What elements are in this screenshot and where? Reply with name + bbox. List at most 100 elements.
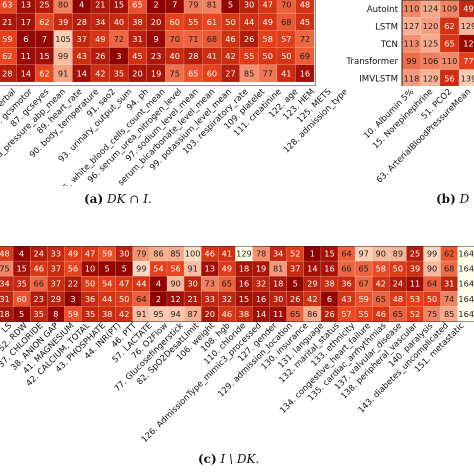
panel-c-value-label: 30 bbox=[273, 294, 283, 304]
panel-c-value-label: 99 bbox=[427, 249, 437, 259]
panel-a-value-label: 19 bbox=[151, 68, 161, 78]
panel-a-value-label: 2 bbox=[153, 0, 158, 10]
panel-b-value-label: 77 bbox=[463, 56, 473, 66]
panel-b-row-labels: AutoInt LSTM TCN Transformer IMVLSTM bbox=[345, 5, 398, 85]
panel-a-value-label: 45 bbox=[300, 17, 310, 27]
panel-a-value-label: 80 bbox=[58, 0, 68, 10]
panel-a-value-label: 63 bbox=[2, 0, 12, 10]
panel-c-value-label: 57 bbox=[341, 309, 351, 319]
panel-a-value-label: 42 bbox=[95, 68, 105, 78]
caption-a-text: DK ∩ I. bbox=[106, 192, 152, 206]
panel-c-value-label: 44 bbox=[136, 279, 146, 289]
panel-a-value-label: 28 bbox=[188, 51, 198, 61]
panel-a-value-label: 45 bbox=[132, 51, 142, 61]
caption-c: (c) I \ DK. bbox=[198, 452, 259, 466]
panel-c-value-label: 37 bbox=[290, 264, 300, 274]
panel-a-value-label: 72 bbox=[300, 34, 310, 44]
panel-c-value-label: 42 bbox=[376, 279, 386, 289]
panel-c-value-label: 97 bbox=[358, 249, 368, 259]
panel-c-value-label: 16 bbox=[256, 294, 266, 304]
panel-b-value-label: 113 bbox=[404, 38, 420, 48]
panel-a-value-label: 91 bbox=[58, 68, 68, 78]
panel-c-value-label: 18 bbox=[273, 279, 283, 289]
panel-c-value-label: 24 bbox=[393, 279, 403, 289]
panel-c-value-label: 65 bbox=[222, 279, 232, 289]
panel-b-frame bbox=[401, 0, 474, 86]
panel-a-value-label: 57 bbox=[281, 34, 291, 44]
panel-a-value-label: 55 bbox=[244, 51, 254, 61]
panel-c-value-label: 67 bbox=[358, 279, 368, 289]
panel-c-value-label: 14 bbox=[256, 309, 266, 319]
panel-c-value-label: 52 bbox=[410, 309, 420, 319]
panel-c-value-label: 8 bbox=[53, 309, 58, 319]
panel-a-value-label: 43 bbox=[76, 51, 86, 61]
panel-c-value-label: 74 bbox=[444, 294, 454, 304]
caption-b-label: (b) bbox=[436, 192, 456, 206]
panel-c-value-label: 52 bbox=[290, 249, 300, 259]
panel-a-value-label: 7 bbox=[42, 34, 47, 44]
panel-a-value-label: 68 bbox=[281, 17, 291, 27]
panel-c-value-label: 22 bbox=[68, 279, 78, 289]
panel-c-value-label: 12 bbox=[170, 294, 180, 304]
panel-a-value-label: 28 bbox=[2, 68, 12, 78]
panel-c-value-label: 2 bbox=[156, 294, 161, 304]
panel-c-value-label: 24 bbox=[34, 249, 44, 259]
panel-c-value-label: 5 bbox=[122, 264, 127, 274]
panel-c-value-label: 32 bbox=[256, 279, 266, 289]
panel-a-value-label: 21 bbox=[2, 17, 12, 27]
panel-c-value-label: 90 bbox=[376, 249, 386, 259]
panel-a-value-label: 14 bbox=[21, 68, 31, 78]
panel-c-value-label: 43 bbox=[341, 294, 351, 304]
panel-b-value-label: 110 bbox=[442, 56, 458, 66]
panel-a-value-label: 11 bbox=[21, 51, 31, 61]
panel-c-value-label: 48 bbox=[0, 249, 10, 259]
panel-c-value-label: 54 bbox=[102, 279, 112, 289]
panel-c-value-label: 23 bbox=[34, 294, 44, 304]
panel-b-value-label: 62 bbox=[444, 21, 454, 31]
panel-a-value-label: 13 bbox=[21, 0, 31, 10]
panel-b-row-label: IMVLSTM bbox=[359, 75, 398, 85]
panel-c-value-label: 89 bbox=[393, 249, 403, 259]
panel-c-value-label: 66 bbox=[34, 279, 44, 289]
panel-a-value-label: 4 bbox=[79, 0, 84, 10]
panel-c-value-label: 60 bbox=[16, 294, 26, 304]
panel-a-value-label: 26 bbox=[244, 34, 254, 44]
panel-a-value-label: 75 bbox=[169, 68, 179, 78]
panel-a-value-label: 42 bbox=[225, 51, 235, 61]
panel-c-value-label: 25 bbox=[410, 249, 420, 259]
panel-a-value-label: 6 bbox=[23, 34, 28, 44]
panel-c-value-label: 5 bbox=[19, 309, 24, 319]
panel-c-value-label: 33 bbox=[205, 294, 215, 304]
panel-a-value-label: 15 bbox=[114, 0, 124, 10]
panel-b-value-label: 124 bbox=[423, 4, 439, 14]
panel-a-cell bbox=[295, 64, 315, 83]
panel-a-value-label: 26 bbox=[95, 51, 105, 61]
panel-a-value-label: 39 bbox=[58, 17, 68, 27]
panel-c-value-label: 56 bbox=[68, 264, 78, 274]
panel-c-value-label: 90 bbox=[427, 264, 437, 274]
panel-c-value-label: 95 bbox=[153, 309, 163, 319]
panel-c-heatmap: 48 4 24 33 49 47 59 30 79 86 85 100 46 41 129 78 34 52 1 15… bbox=[0, 246, 474, 322]
panel-c-value-label: 99 bbox=[136, 264, 146, 274]
panel-a-value-label: 99 bbox=[58, 51, 68, 61]
panel-a-value-label: 47 bbox=[262, 0, 272, 10]
panel-a-value-label: 60 bbox=[207, 68, 217, 78]
panel-a-value-label: 28 bbox=[76, 17, 86, 27]
panel-c-value-label: 4 bbox=[156, 279, 161, 289]
panel-c-value-label: 47 bbox=[119, 279, 129, 289]
panel-a-value-label: 44 bbox=[244, 17, 254, 27]
panel-c-value-label: 38 bbox=[324, 279, 334, 289]
panel-a-value-label: 72 bbox=[114, 34, 124, 44]
panel-a-value-label: 60 bbox=[169, 17, 179, 27]
panel-a-value-label: 65 bbox=[132, 0, 142, 10]
panel-a-value-label: 23 bbox=[151, 51, 161, 61]
panel-c-value-label: 16 bbox=[239, 279, 249, 289]
panel-a-value-label: 35 bbox=[114, 68, 124, 78]
panel-b-row-label: Transformer bbox=[345, 57, 398, 67]
panel-c-value-label: 11 bbox=[273, 309, 283, 319]
panel-a-value-label: 50 bbox=[262, 51, 272, 61]
panel-a-value-label: 30 bbox=[244, 0, 254, 10]
panel-c-value-label: 21 bbox=[187, 294, 197, 304]
panel-b-value-label: 99 bbox=[406, 56, 416, 66]
panel-a-value-label: 49 bbox=[262, 17, 272, 27]
